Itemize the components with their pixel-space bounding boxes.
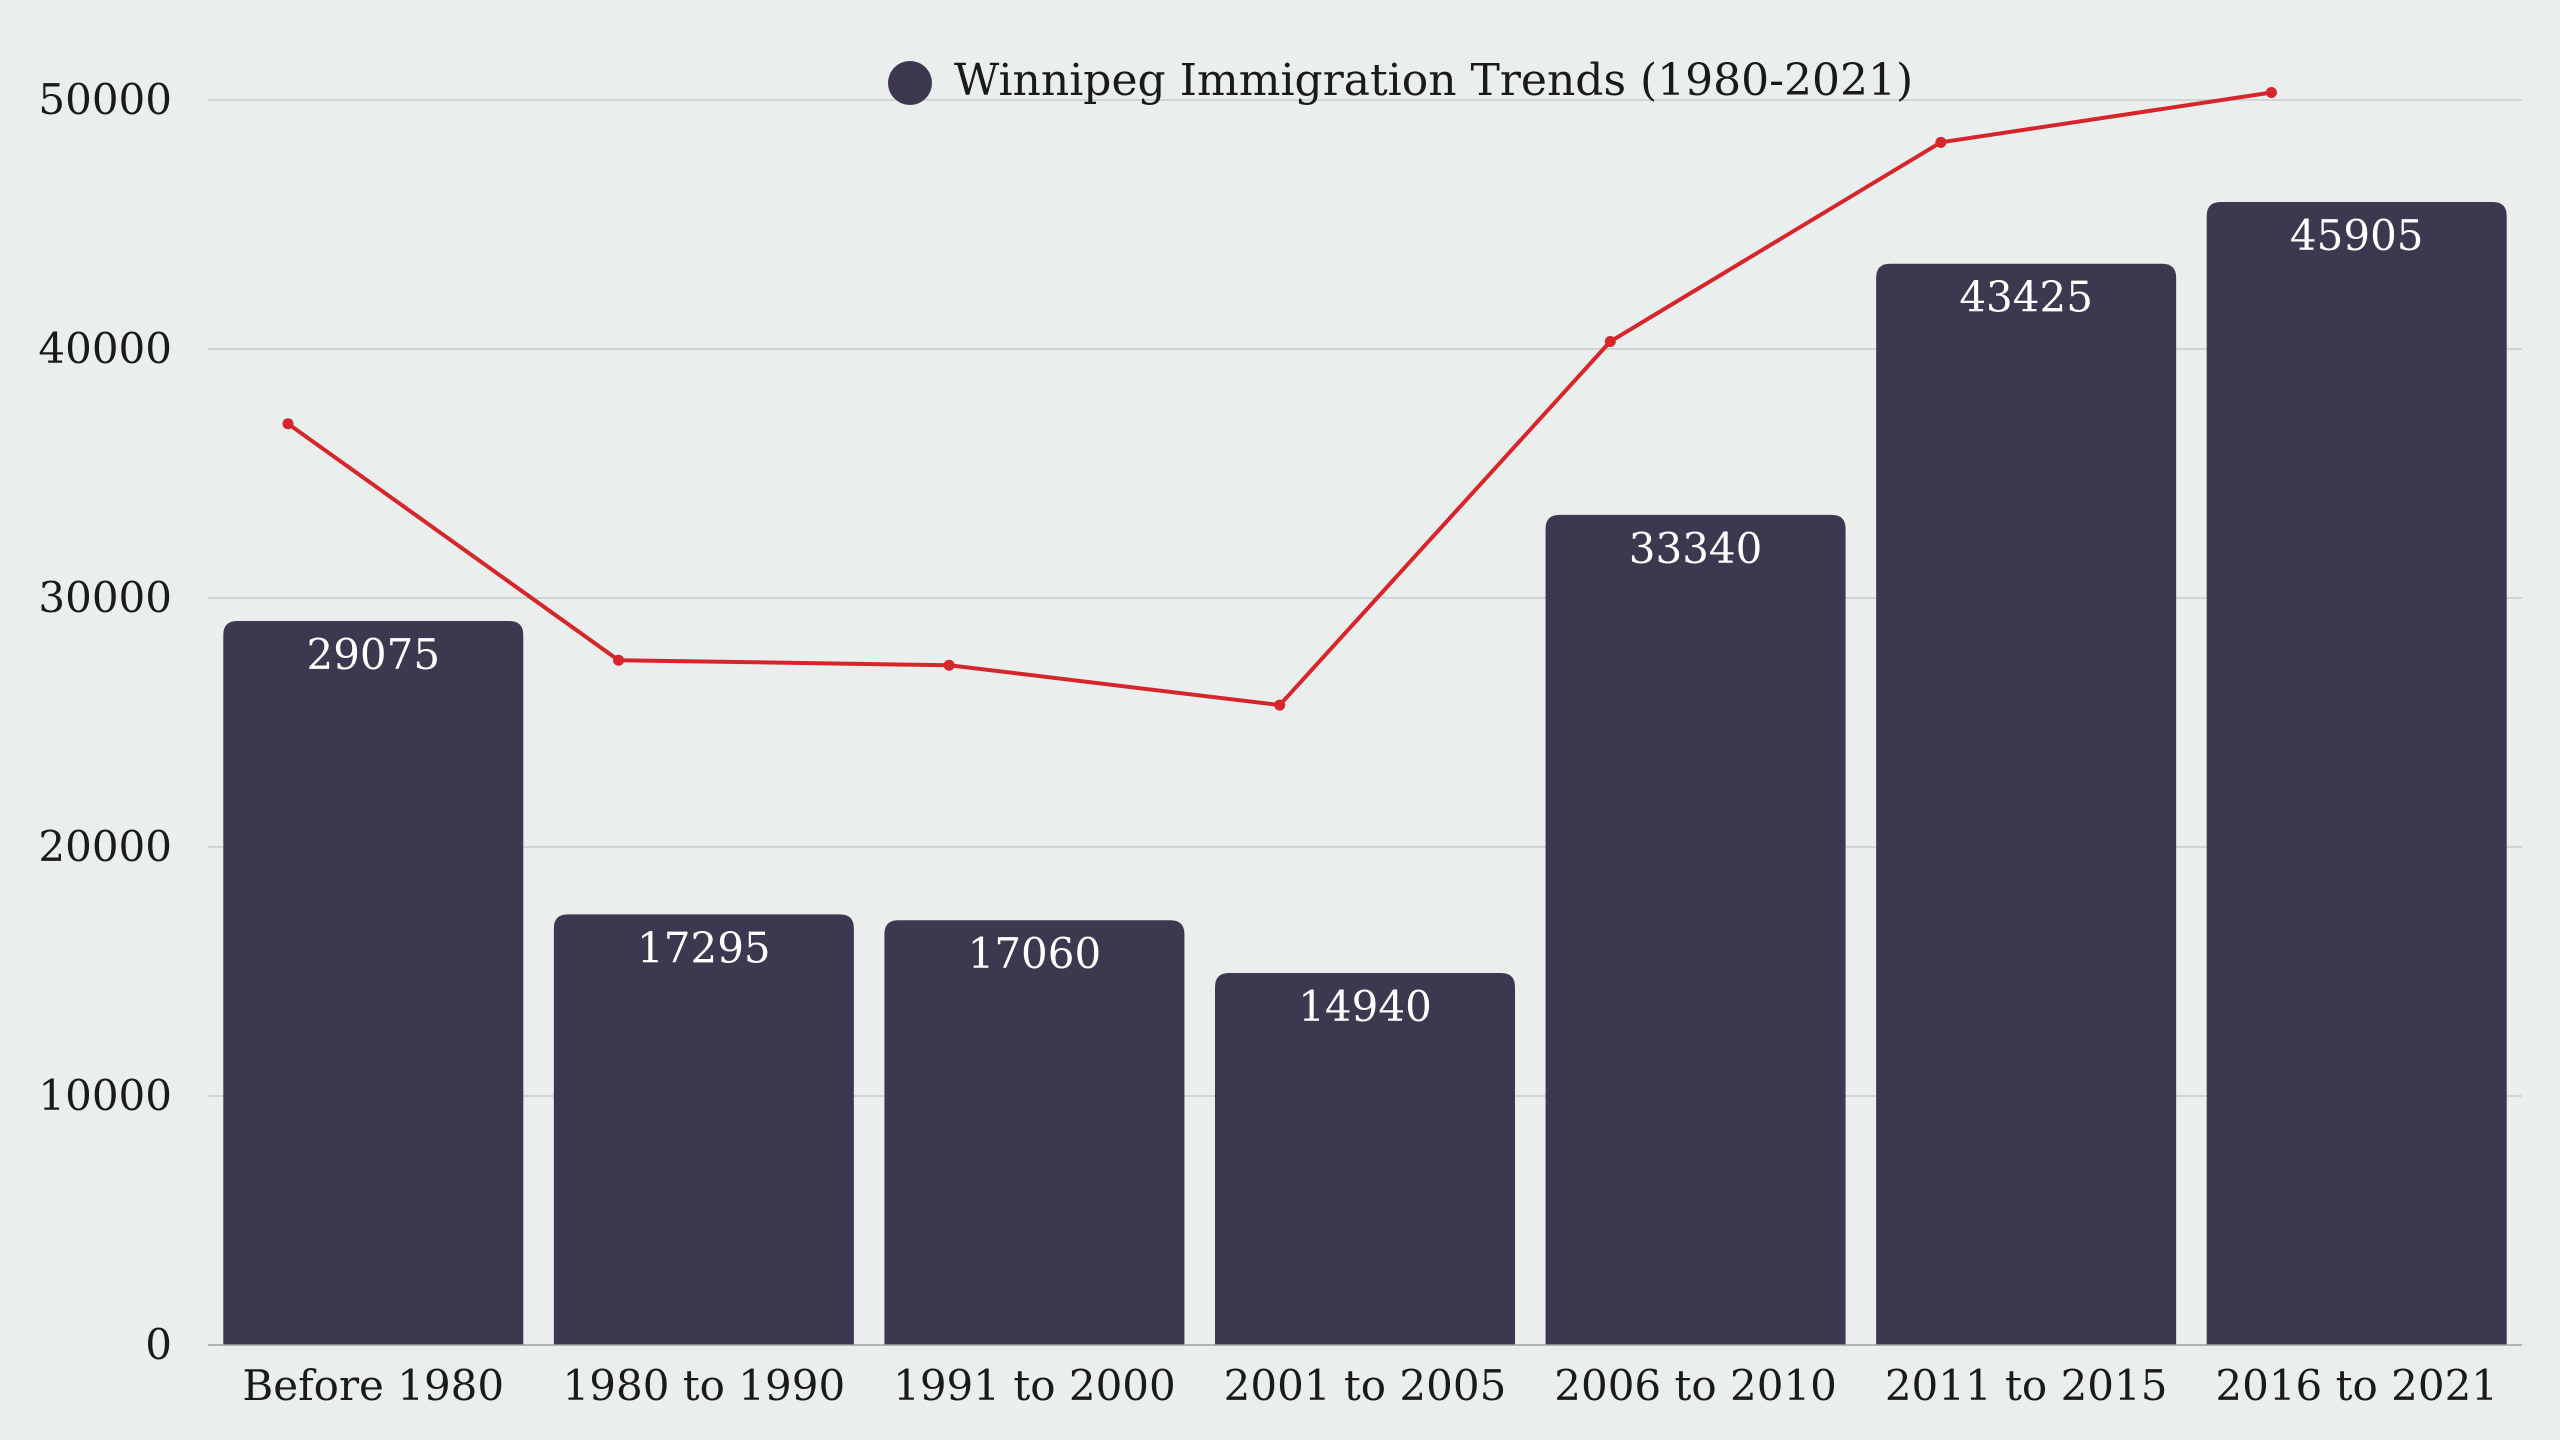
x-tick-label: 1980 to 1990 bbox=[563, 1361, 846, 1410]
trend-point bbox=[613, 654, 625, 666]
y-axis: 0 10000 20000 30000 40000 50000 bbox=[38, 75, 172, 1369]
x-tick-label: 2006 to 2010 bbox=[1554, 1361, 1837, 1410]
x-tick-label: 2001 to 2005 bbox=[1224, 1361, 1507, 1410]
bar-value-label: 43425 bbox=[1959, 273, 2093, 322]
legend-label: Winnipeg Immigration Trends (1980-2021) bbox=[954, 55, 1913, 106]
bar-value-label: 17295 bbox=[637, 923, 771, 972]
legend-marker-icon bbox=[888, 61, 932, 105]
bar bbox=[1545, 514, 1846, 1345]
bar bbox=[553, 914, 854, 1345]
legend: Winnipeg Immigration Trends (1980-2021) bbox=[888, 55, 1913, 106]
x-tick-label: 2016 to 2021 bbox=[2215, 1361, 2498, 1410]
bar-value-label: 17060 bbox=[968, 929, 1102, 978]
trend-point bbox=[1274, 699, 1286, 711]
bar-value-label: 45905 bbox=[2290, 211, 2424, 260]
trend-line-layer bbox=[282, 87, 2277, 711]
bars bbox=[223, 201, 2507, 1346]
bar-value-label: 33340 bbox=[1629, 524, 1763, 573]
bar-value-label: 14940 bbox=[1298, 982, 1432, 1031]
bar bbox=[223, 621, 524, 1345]
trend-point bbox=[1604, 336, 1616, 348]
bar bbox=[884, 920, 1185, 1345]
y-tick-label: 50000 bbox=[38, 75, 172, 124]
x-tick-label: 2011 to 2015 bbox=[1885, 1361, 2168, 1410]
x-tick-label: Before 1980 bbox=[242, 1361, 504, 1410]
trend-point bbox=[2265, 87, 2277, 99]
bar bbox=[1876, 263, 2177, 1345]
y-tick-label: 30000 bbox=[38, 573, 172, 622]
trend-point bbox=[282, 418, 294, 430]
bar bbox=[1215, 972, 1515, 1345]
bar bbox=[2206, 201, 2507, 1346]
trend-point bbox=[1935, 136, 1947, 148]
x-tick-label: 1991 to 2000 bbox=[893, 1361, 1176, 1410]
bar-value-label: 29075 bbox=[306, 630, 440, 679]
y-tick-label: 40000 bbox=[38, 324, 172, 373]
y-tick-label: 0 bbox=[145, 1320, 172, 1369]
x-axis: Before 1980 1980 to 1990 1991 to 2000 2001 … bbox=[208, 1344, 2522, 1410]
y-tick-label: 10000 bbox=[38, 1071, 172, 1120]
y-tick-label: 20000 bbox=[38, 822, 172, 871]
data-labels: 29075 17295 17060 14940 33340 43425 45905 bbox=[306, 211, 2423, 1031]
trend-point bbox=[943, 659, 955, 671]
